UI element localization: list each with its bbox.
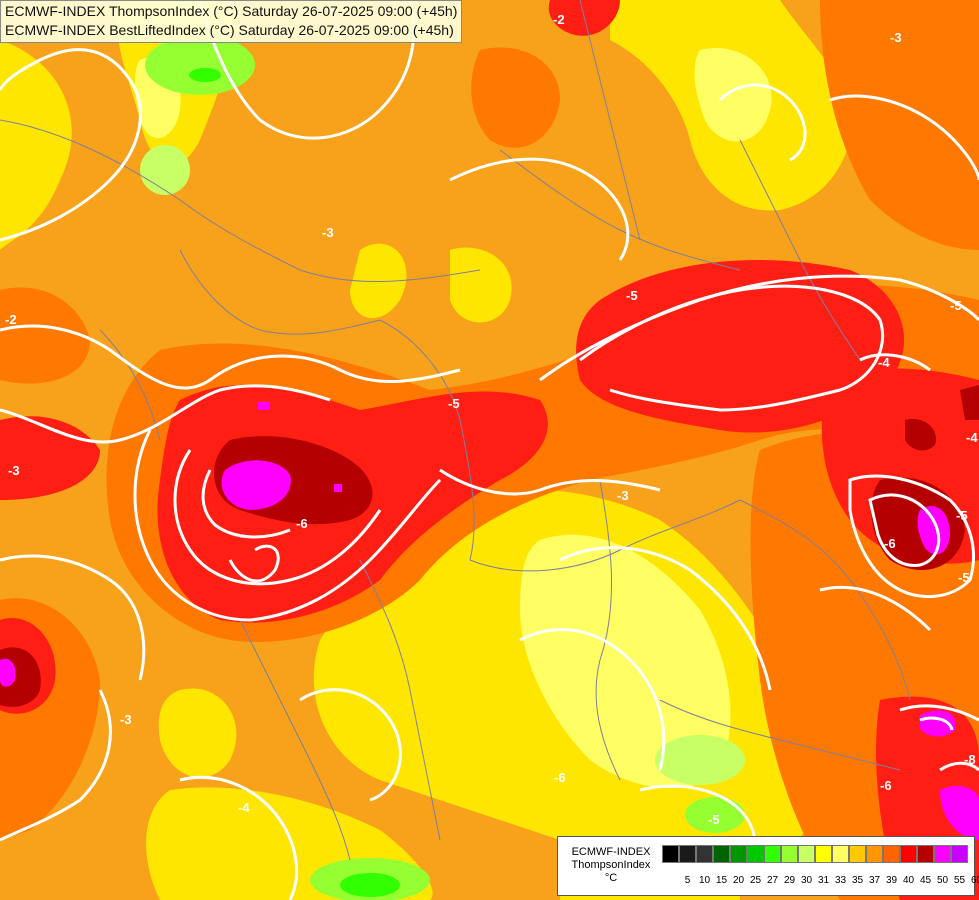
legend-swatch (832, 845, 849, 863)
legend-tick: 31 (817, 875, 830, 886)
legend-tick: 25 (749, 875, 762, 886)
legend-swatches (662, 845, 968, 863)
contour-label: -6 (296, 516, 308, 531)
legend-tick: 20 (732, 875, 745, 886)
legend-swatch (696, 845, 713, 863)
legend-swatch (781, 845, 798, 863)
legend-tick: 55 (953, 875, 966, 886)
legend-label: ECMWF-INDEX ThompsonIndex °C (564, 846, 658, 885)
legend-tick: 10 (698, 875, 711, 886)
magenta-regions (0, 402, 979, 840)
legend-swatch (798, 845, 815, 863)
legend-unit: °C (604, 872, 618, 884)
legend-swatch (713, 845, 730, 863)
contour-label: -6 (554, 770, 566, 785)
contour-label: -5 (448, 396, 460, 411)
contour-label: -5 (956, 508, 968, 523)
legend-parameter: ThompsonIndex (571, 859, 651, 871)
legend-tick: 27 (766, 875, 779, 886)
legend-swatch (866, 845, 883, 863)
legend-tick: 33 (834, 875, 847, 886)
legend-model: ECMWF-INDEX (571, 846, 651, 858)
legend-swatch (662, 845, 679, 863)
contour-label: -2 (553, 12, 565, 27)
contour-label: -3 (8, 463, 20, 478)
contour-label: -8 (964, 752, 976, 767)
legend-tick: 50 (936, 875, 949, 886)
legend-tick: 30 (800, 875, 813, 886)
legend-swatch (764, 845, 781, 863)
title-line-lifted: ECMWF-INDEX BestLiftedIndex (°C) Saturda… (5, 22, 454, 38)
legend-tick: 35 (851, 875, 864, 886)
legend-swatch (679, 845, 696, 863)
light-yellow-regions (135, 48, 772, 789)
legend-ticks: 5 10 15 20 25 27 29 30 31 33 35 37 39 40 45 50 55 60 (662, 875, 979, 887)
legend-swatch (849, 845, 866, 863)
legend-swatch (900, 845, 917, 863)
contour-label: -3 (322, 225, 334, 240)
contour-label: -3 (617, 488, 629, 503)
legend-tick (662, 875, 679, 887)
legend-swatch (815, 845, 832, 863)
contour-label: -5 (958, 570, 970, 585)
contour-label: -5 (708, 812, 720, 827)
contour-label: -3 (120, 712, 132, 727)
contour-label: -4 (238, 800, 250, 815)
legend-swatch (934, 845, 951, 863)
color-legend: ECMWF-INDEX ThompsonIndex °C 5 10 15 20 25 27… (557, 836, 979, 896)
legend-tick: 40 (902, 875, 915, 886)
legend-tick: 29 (783, 875, 796, 886)
legend-swatch (730, 845, 747, 863)
contour-label: -2 (5, 312, 17, 327)
title-line-thompson: ECMWF-INDEX ThompsonIndex (°C) Saturday … (5, 3, 458, 19)
legend-tick: 45 (919, 875, 932, 886)
contour-label: -4 (966, 430, 978, 445)
contour-label: -4 (878, 355, 890, 370)
map-title: ECMWF-INDEX ThompsonIndex (°C) Saturday … (0, 0, 463, 43)
legend-tick: 60 (970, 875, 979, 886)
contour-label: -5 (950, 298, 962, 313)
contour-label: -6 (884, 536, 896, 551)
legend-tick: 37 (868, 875, 881, 886)
contour-label: -6 (880, 778, 892, 793)
country-borders (0, 0, 911, 861)
contour-labels: -2 -3 -3 -2 -5 -5 -4 -4 -3 -5 -6 -3 -6 -… (5, 12, 978, 827)
legend-swatch (747, 845, 764, 863)
legend-swatch (951, 845, 968, 863)
legend-swatch (883, 845, 900, 863)
legend-tick: 39 (885, 875, 898, 886)
contour-label: -5 (626, 288, 638, 303)
legend-swatch (917, 845, 934, 863)
contour-label: -3 (890, 30, 902, 45)
legend-tick: 5 (684, 875, 691, 886)
legend-tick: 15 (715, 875, 728, 886)
